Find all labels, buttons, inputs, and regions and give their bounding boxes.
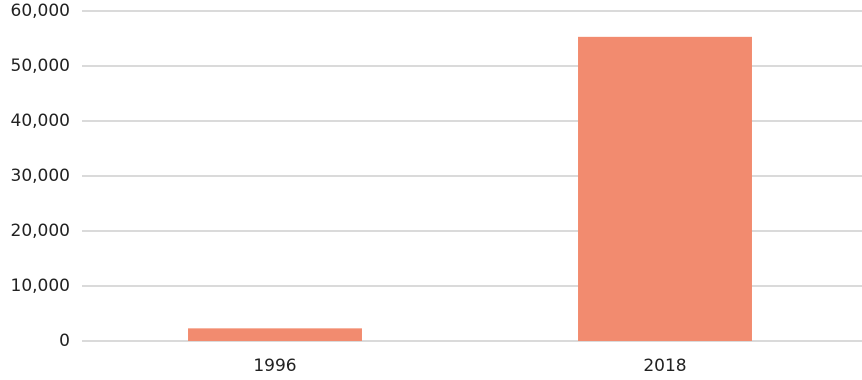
y-tick-label: 50,000	[11, 56, 70, 76]
x-tick-label: 2018	[643, 356, 686, 376]
y-tick-label: 30,000	[11, 166, 70, 186]
x-tick-label: 1996	[253, 356, 296, 376]
bar	[188, 328, 362, 341]
y-tick-label: 0	[59, 331, 70, 351]
y-tick-label: 40,000	[11, 111, 70, 131]
y-tick-label: 10,000	[11, 276, 70, 296]
y-tick-label: 20,000	[11, 221, 70, 241]
bar	[578, 36, 752, 341]
y-tick-label: 60,000	[11, 1, 70, 21]
